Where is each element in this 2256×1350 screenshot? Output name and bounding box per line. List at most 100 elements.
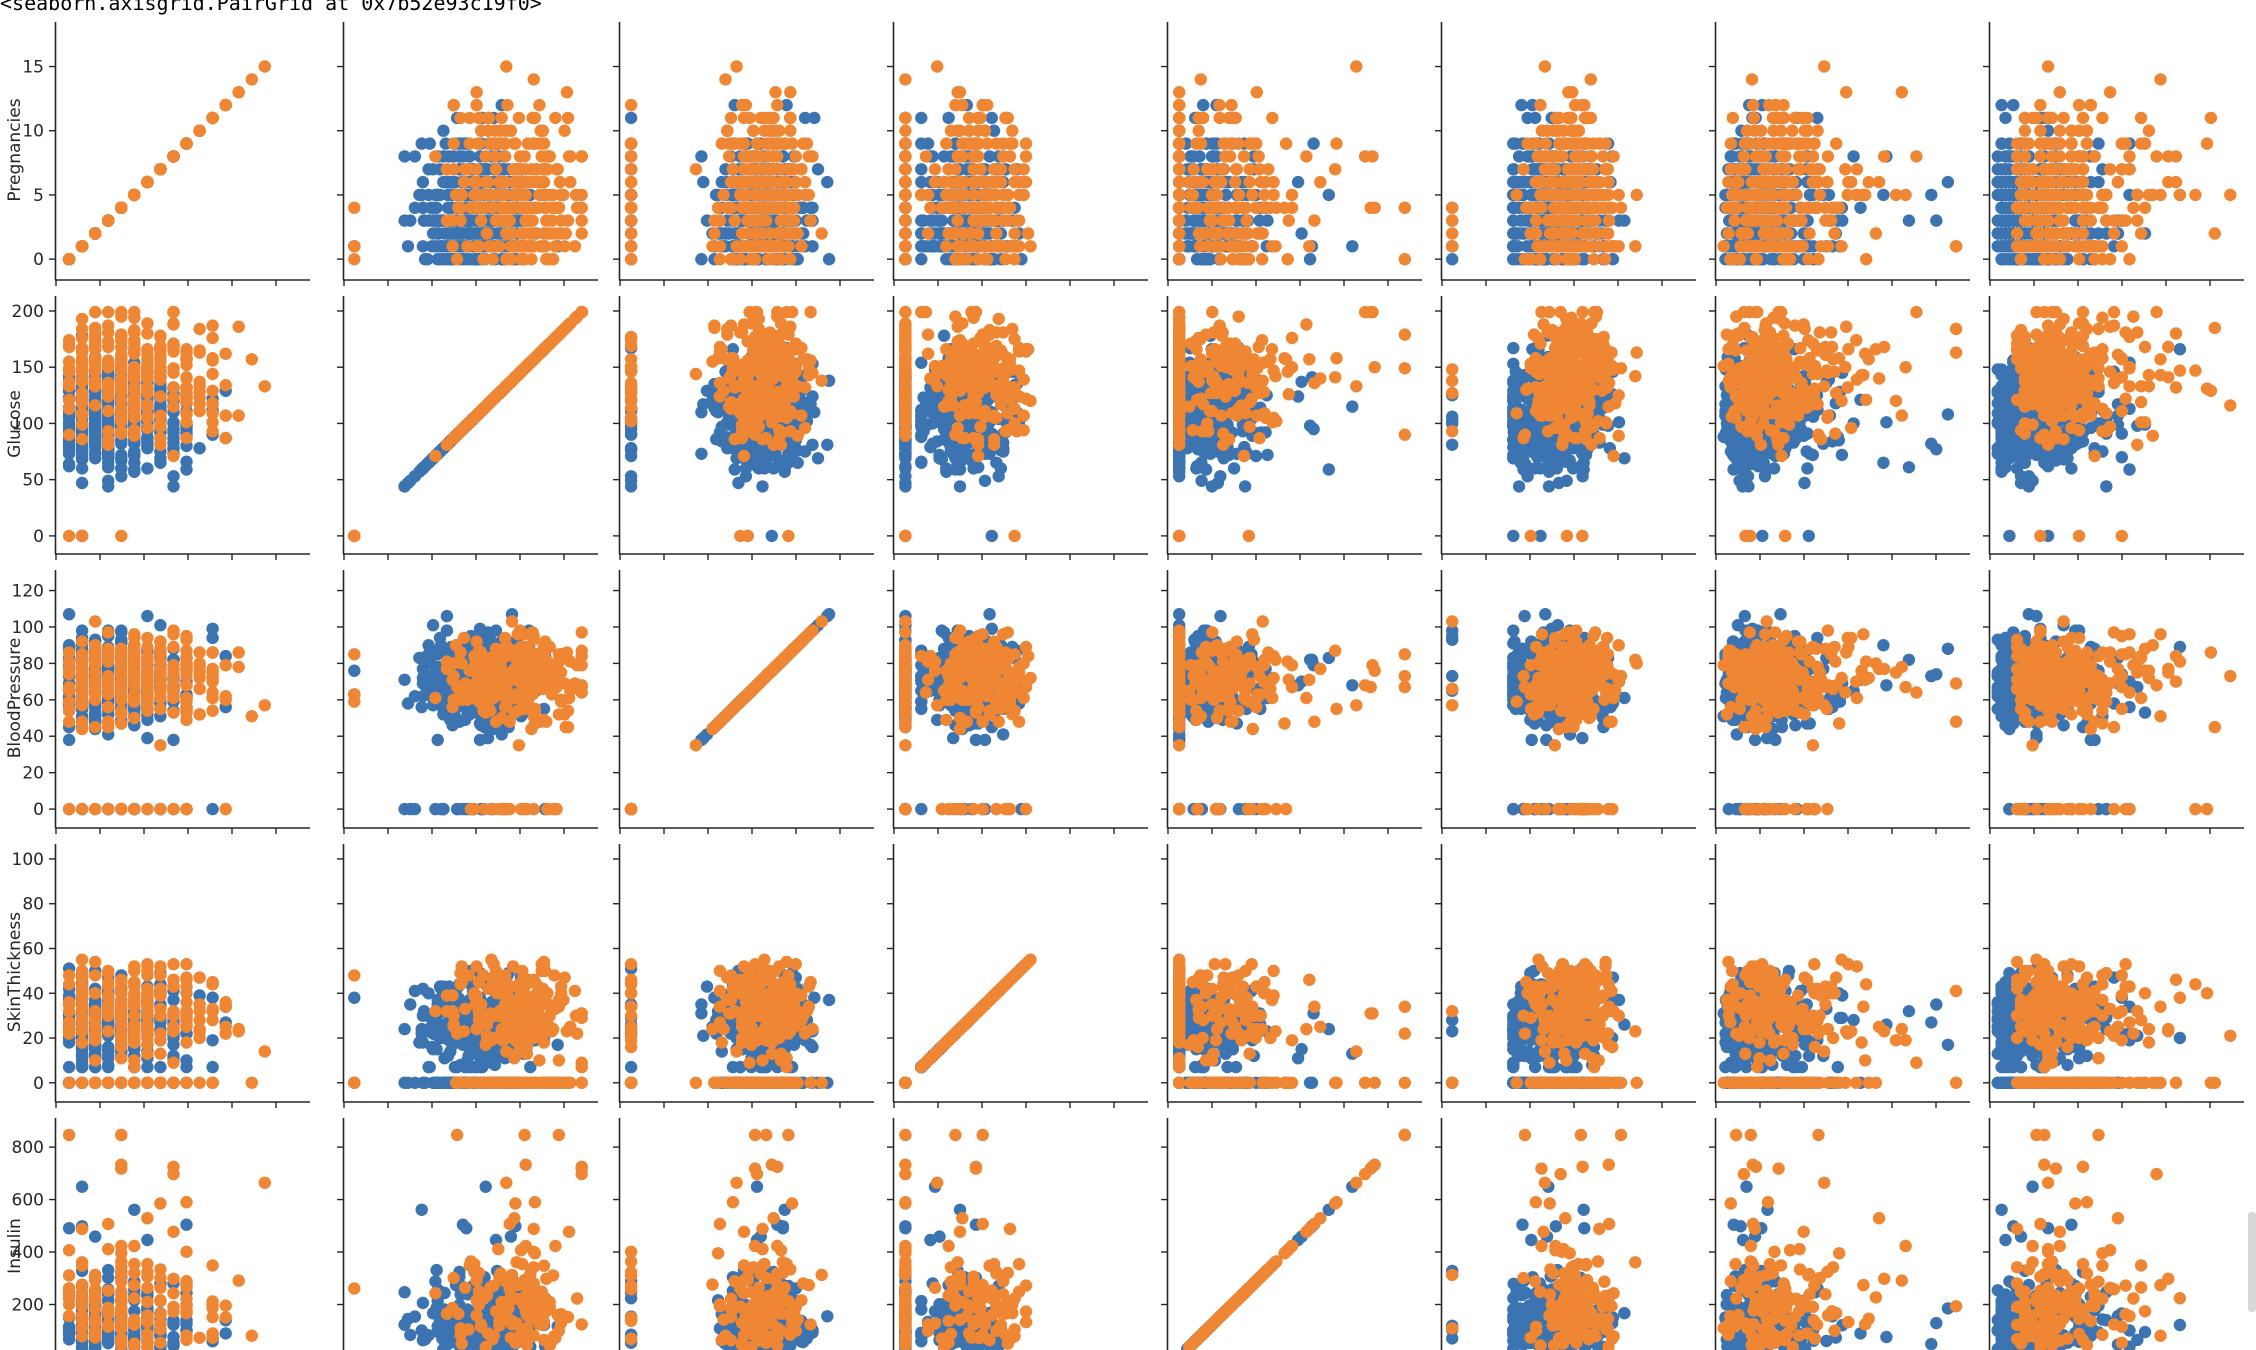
point-outcome-1 xyxy=(999,253,1012,266)
point-outcome-1 xyxy=(495,111,508,125)
point-outcome-1 xyxy=(1214,253,1228,266)
point-outcome-0 xyxy=(404,214,417,227)
point-outcome-1 xyxy=(915,188,928,202)
point-outcome-1 xyxy=(1021,227,1035,240)
point-outcome-1 xyxy=(1230,163,1244,176)
point-outcome-1 xyxy=(1258,188,1271,202)
point-outcome-0 xyxy=(1854,201,1867,214)
point-outcome-0 xyxy=(401,240,415,253)
point-outcome-1 xyxy=(1593,240,1606,253)
point-outcome-1 xyxy=(1308,214,1321,227)
point-outcome-1 xyxy=(748,201,762,214)
point-outcome-1 xyxy=(495,201,508,214)
point-outcome-1 xyxy=(533,98,546,112)
point-outcome-1 xyxy=(1529,214,1543,227)
point-outcome-1 xyxy=(458,163,472,176)
point-outcome-1 xyxy=(953,124,967,137)
point-outcome-0 xyxy=(398,150,411,163)
point-outcome-1 xyxy=(723,150,736,163)
point-outcome-1 xyxy=(1173,98,1186,112)
point-outcome-1 xyxy=(575,150,588,163)
point-outcome-1 xyxy=(1596,150,1610,163)
point-outcome-0 xyxy=(418,253,432,266)
point-outcome-1 xyxy=(1535,188,1548,202)
point-outcome-0 xyxy=(422,188,435,202)
point-outcome-1 xyxy=(1446,201,1459,214)
point-outcome-1 xyxy=(102,214,115,227)
point-outcome-1 xyxy=(1563,240,1577,253)
point-outcome-1 xyxy=(624,163,638,176)
point-outcome-1 xyxy=(472,240,486,253)
point-outcome-0 xyxy=(408,201,422,214)
point-outcome-1 xyxy=(534,124,547,137)
point-outcome-1 xyxy=(962,111,976,125)
point-outcome-1 xyxy=(1569,150,1582,163)
panel-pregnancies-vs-glucose xyxy=(337,22,598,286)
point-outcome-1 xyxy=(711,201,725,214)
point-outcome-1 xyxy=(1001,188,1014,202)
point-outcome-1 xyxy=(972,137,985,150)
point-outcome-1 xyxy=(758,240,771,253)
point-outcome-1 xyxy=(940,240,953,253)
point-outcome-1 xyxy=(784,253,797,266)
point-outcome-0 xyxy=(413,188,426,202)
point-outcome-1 xyxy=(1548,150,1562,163)
point-outcome-0 xyxy=(1526,163,1539,176)
point-outcome-1 xyxy=(486,253,499,266)
point-outcome-1 xyxy=(745,253,758,266)
point-outcome-1 xyxy=(575,188,588,202)
point-outcome-1 xyxy=(776,240,790,253)
point-outcome-1 xyxy=(1243,163,1256,176)
point-outcome-1 xyxy=(538,240,552,253)
point-outcome-1 xyxy=(774,253,788,266)
point-outcome-1 xyxy=(1186,188,1200,202)
point-outcome-1 xyxy=(1612,240,1625,253)
point-outcome-0 xyxy=(1507,137,1520,150)
point-outcome-0 xyxy=(1201,253,1214,266)
point-outcome-1 xyxy=(785,137,799,150)
point-outcome-1 xyxy=(1240,214,1253,227)
point-outcome-1 xyxy=(1545,240,1558,253)
point-outcome-0 xyxy=(1507,214,1520,227)
point-outcome-1 xyxy=(1630,188,1643,202)
point-outcome-1 xyxy=(978,201,992,214)
point-outcome-1 xyxy=(514,253,528,266)
point-outcome-1 xyxy=(981,137,994,150)
point-outcome-1 xyxy=(1196,175,1209,189)
point-outcome-1 xyxy=(624,214,638,227)
point-outcome-0 xyxy=(915,111,928,125)
point-outcome-1 xyxy=(1446,240,1459,253)
point-outcome-1 xyxy=(1282,214,1296,227)
point-outcome-1 xyxy=(734,137,747,150)
point-outcome-1 xyxy=(1629,240,1642,253)
point-outcome-1 xyxy=(468,188,481,202)
point-outcome-1 xyxy=(1614,201,1628,214)
point-outcome-0 xyxy=(430,201,443,214)
point-outcome-1 xyxy=(536,163,550,176)
point-outcome-1 xyxy=(506,163,520,176)
point-outcome-1 xyxy=(470,86,483,99)
point-outcome-1 xyxy=(760,111,773,125)
panel-pregnancies-vs-bmi xyxy=(1435,22,1696,286)
point-outcome-1 xyxy=(899,214,912,227)
point-outcome-1 xyxy=(737,163,751,176)
point-outcome-0 xyxy=(808,111,821,125)
point-outcome-1 xyxy=(1535,150,1549,163)
point-outcome-1 xyxy=(167,150,180,163)
point-outcome-0 xyxy=(987,124,1001,137)
point-outcome-1 xyxy=(1173,253,1186,266)
point-outcome-1 xyxy=(769,86,782,99)
point-outcome-1 xyxy=(1601,227,1615,240)
point-outcome-1 xyxy=(1546,188,1560,202)
point-outcome-1 xyxy=(500,60,513,73)
point-outcome-1 xyxy=(1579,188,1593,202)
point-outcome-1 xyxy=(477,253,490,266)
point-outcome-1 xyxy=(1205,163,1219,176)
point-outcome-1 xyxy=(454,111,467,125)
point-outcome-1 xyxy=(784,163,797,176)
point-outcome-1 xyxy=(771,227,784,240)
point-outcome-1 xyxy=(1194,73,1208,86)
point-outcome-1 xyxy=(1173,86,1186,99)
point-outcome-1 xyxy=(1267,188,1280,202)
point-outcome-1 xyxy=(1003,201,1017,214)
